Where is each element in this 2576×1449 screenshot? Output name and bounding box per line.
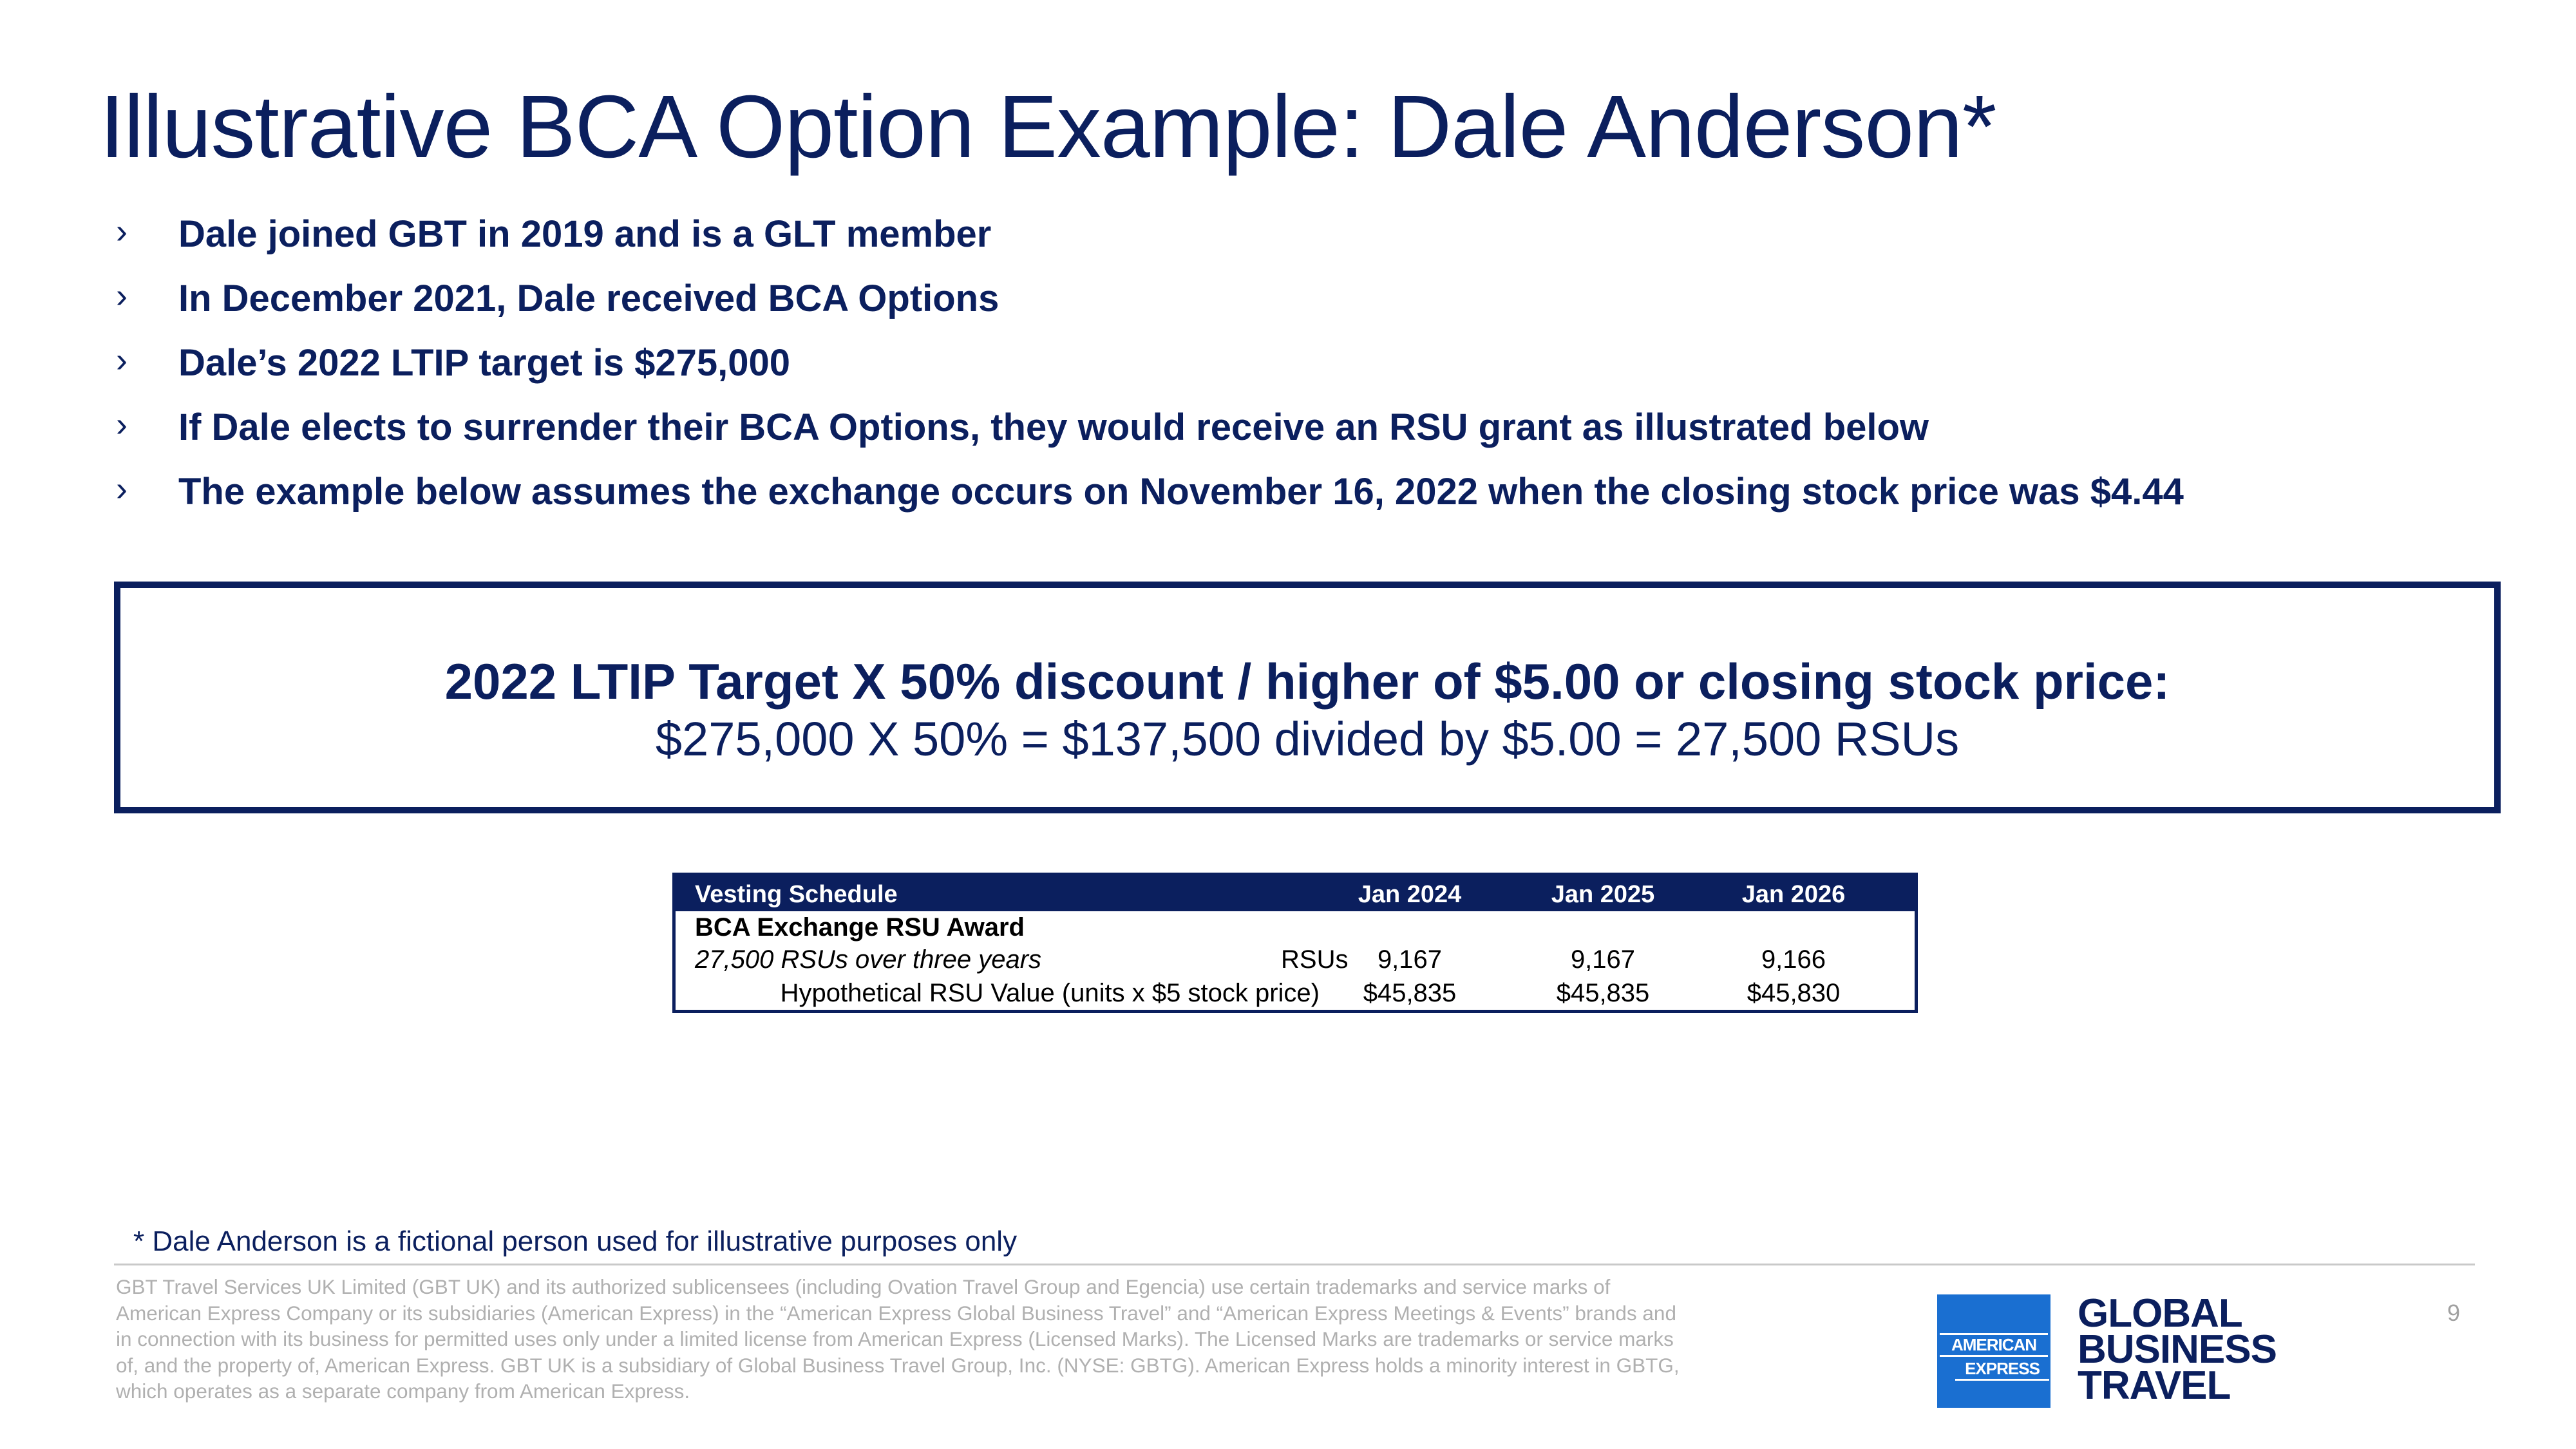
formula-calculation: $275,000 X 50% = $137,500 divided by $5.… bbox=[655, 712, 1960, 766]
bullet-text: If Dale elects to surrender their BCA Op… bbox=[178, 406, 1929, 448]
bullet-marker: › bbox=[116, 469, 128, 508]
brand-line: BUSINESS bbox=[2078, 1327, 2277, 1372]
brand-line: GLOBAL bbox=[2078, 1291, 2243, 1336]
table-section-title: BCA Exchange RSU Award bbox=[695, 913, 1025, 942]
logo-line-express: EXPRESS bbox=[1955, 1359, 2049, 1381]
bullet-marker: › bbox=[116, 405, 128, 444]
table-header-jan-2025: Jan 2025 bbox=[1551, 881, 1655, 908]
table-header-row: Vesting Schedule Jan 2024 Jan 2025 Jan 2… bbox=[676, 876, 1915, 911]
bullet-text: Dale’s 2022 LTIP target is $275,000 bbox=[178, 342, 791, 384]
table-header-jan-2026: Jan 2026 bbox=[1741, 881, 1846, 908]
logo-line-american: AMERICAN bbox=[1940, 1333, 2048, 1357]
row-label: Hypothetical RSU Value (units x $5 stock… bbox=[780, 979, 1320, 1007]
footnote: * Dale Anderson is a fictional person us… bbox=[133, 1226, 1018, 1257]
vesting-schedule-table: Vesting Schedule Jan 2024 Jan 2025 Jan 2… bbox=[672, 873, 1918, 1013]
cell-jan-2025: 9,167 bbox=[1570, 945, 1636, 974]
page-number: 9 bbox=[2447, 1300, 2461, 1326]
bullet-marker: › bbox=[116, 276, 128, 315]
row-label: 27,500 RSUs over three years bbox=[695, 945, 1042, 974]
legal-line: American Express Company or its subsidia… bbox=[116, 1301, 1676, 1325]
american-express-logo: AMERICAN EXPRESS bbox=[1937, 1294, 2050, 1408]
legal-line: which operates as a separate company fro… bbox=[116, 1379, 690, 1403]
cell-jan-2024: 9,167 bbox=[1377, 945, 1443, 974]
table-header-label: Vesting Schedule bbox=[695, 881, 898, 908]
legal-line: GBT Travel Services UK Limited (GBT UK) … bbox=[116, 1275, 1611, 1298]
bullet-marker: › bbox=[116, 212, 128, 251]
bullet-text: The example below assumes the exchange o… bbox=[178, 471, 2184, 513]
bullet-text: Dale joined GBT in 2019 and is a GLT mem… bbox=[178, 213, 992, 255]
legal-line: of, and the property of, American Expres… bbox=[116, 1353, 1680, 1377]
row-unit: RSUs bbox=[1281, 945, 1349, 974]
slide-title: Illustrative BCA Option Example: Dale An… bbox=[100, 77, 1997, 176]
cell-jan-2024: $45,835 bbox=[1363, 979, 1457, 1007]
formula-heading: 2022 LTIP Target X 50% discount / higher… bbox=[444, 653, 2170, 710]
legal-line: in connection with its business for perm… bbox=[116, 1327, 1674, 1350]
cell-jan-2026: 9,166 bbox=[1761, 945, 1826, 974]
footer-divider bbox=[114, 1264, 2475, 1265]
formula-box: 2022 LTIP Target X 50% discount / higher… bbox=[114, 582, 2501, 813]
cell-jan-2026: $45,830 bbox=[1747, 979, 1841, 1007]
table-header-jan-2024: Jan 2024 bbox=[1358, 881, 1462, 908]
global-business-travel-wordmark: GLOBAL BUSINESS TRAVEL bbox=[2078, 1291, 2277, 1408]
legal-disclaimer: GBT Travel Services UK Limited (GBT UK) … bbox=[116, 1274, 1816, 1405]
bullet-text: In December 2021, Dale received BCA Opti… bbox=[178, 278, 999, 319]
bullet-marker: › bbox=[116, 341, 128, 379]
cell-jan-2025: $45,835 bbox=[1556, 979, 1650, 1007]
brand-line: TRAVEL bbox=[2078, 1363, 2231, 1408]
